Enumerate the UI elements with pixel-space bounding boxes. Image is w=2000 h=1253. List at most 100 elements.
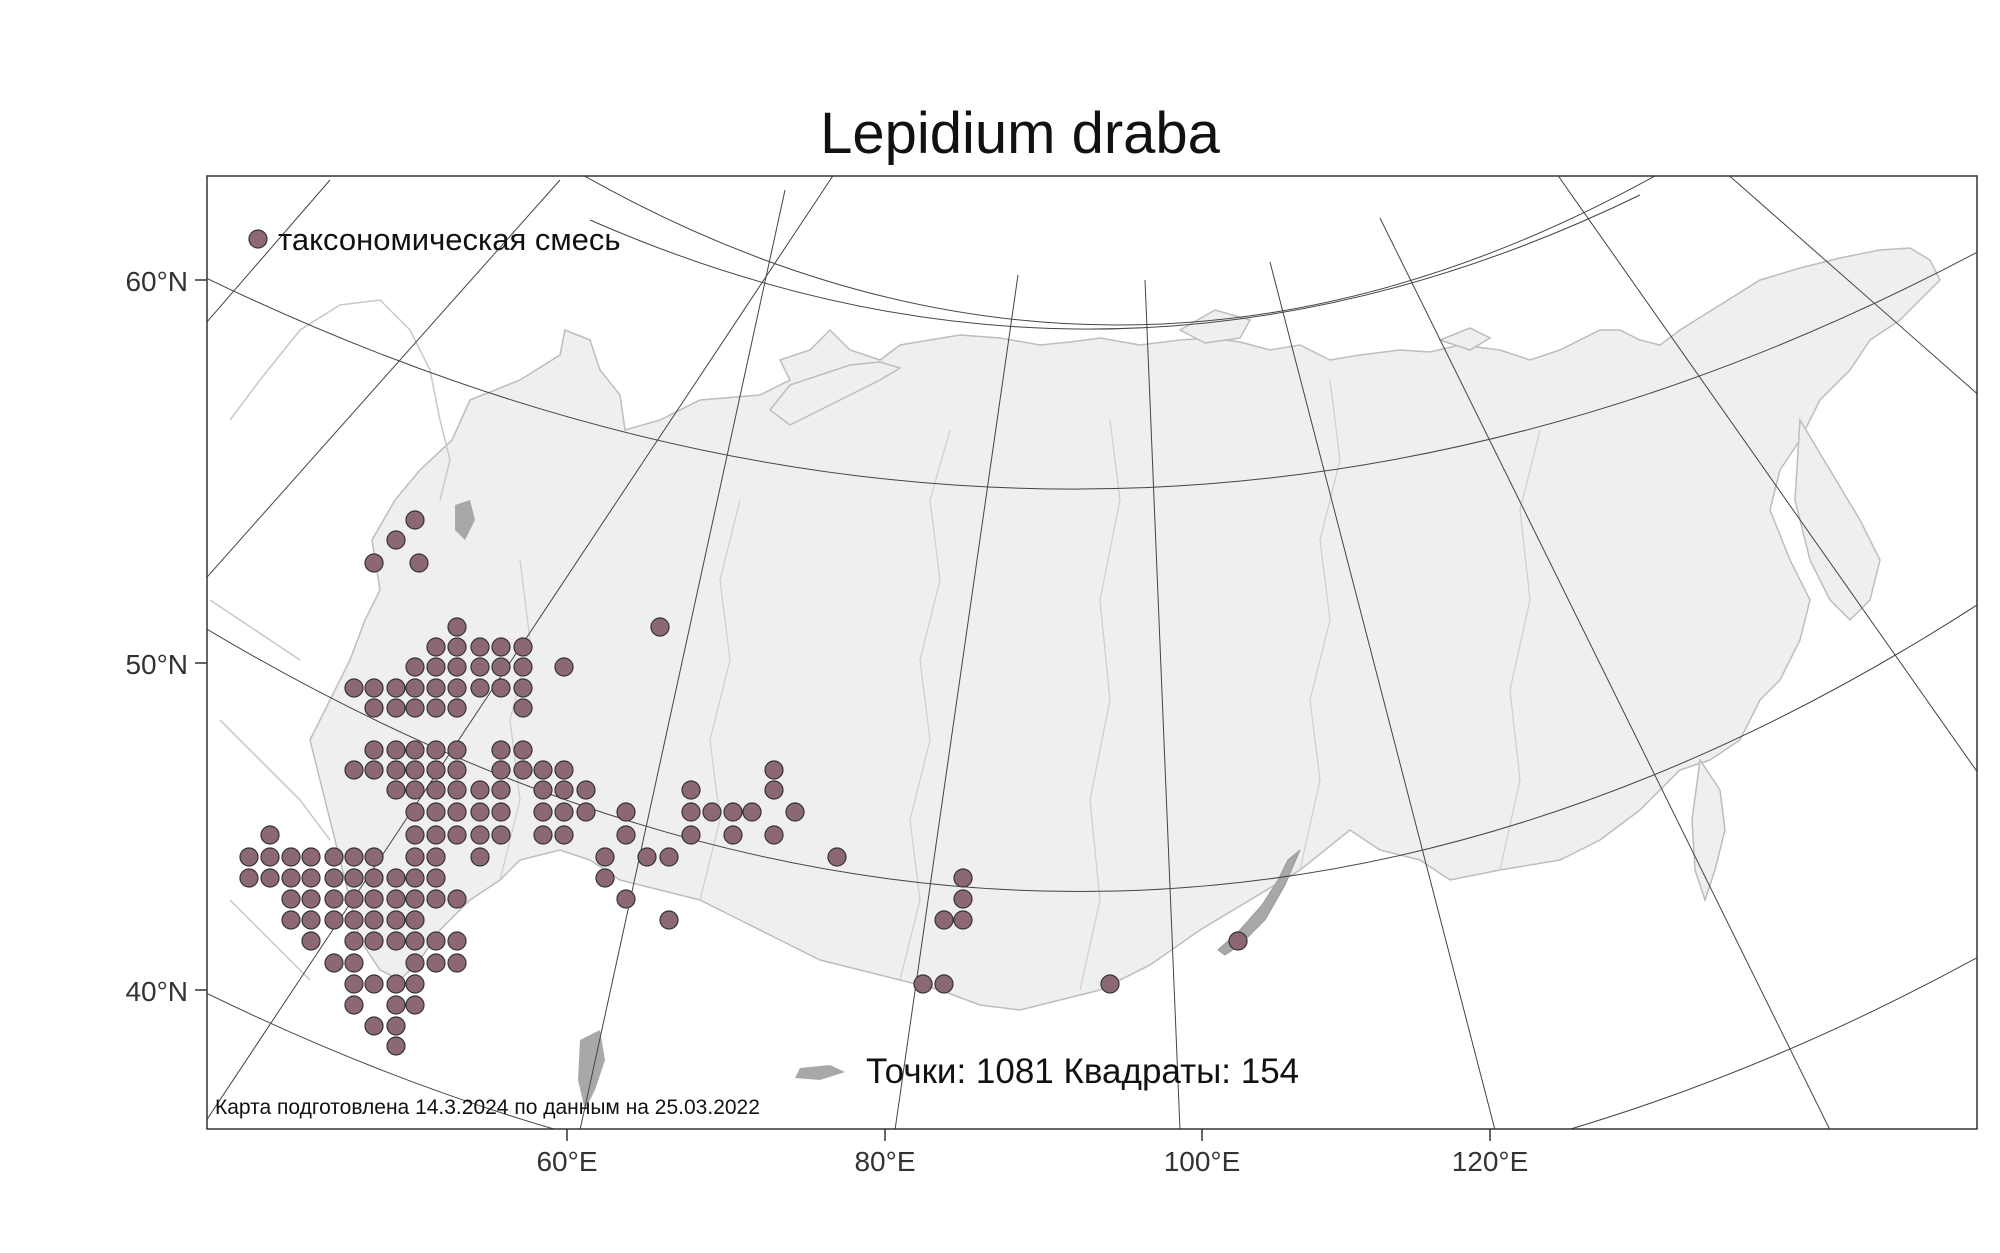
occurrence-marker (364, 868, 384, 888)
occurrence-marker (1228, 931, 1248, 951)
occurrence-marker (344, 910, 364, 930)
occurrence-marker (426, 802, 446, 822)
occurrence-marker (447, 931, 467, 951)
occurrence-marker (386, 995, 406, 1015)
occurrence-marker (616, 825, 636, 845)
occurrence-marker (554, 657, 574, 677)
occurrence-marker (491, 678, 511, 698)
occurrence-marker (470, 678, 490, 698)
occurrence-marker (447, 760, 467, 780)
occurrence-marker (533, 760, 553, 780)
occurrence-marker (426, 847, 446, 867)
legend-marker-icon (248, 229, 268, 249)
occurrence-marker (426, 698, 446, 718)
occurrence-marker (447, 678, 467, 698)
occurrence-marker (554, 780, 574, 800)
occurrence-marker (681, 802, 701, 822)
lon-label-80: 80°E (854, 1146, 915, 1177)
occurrence-marker (953, 868, 973, 888)
occurrence-marker (447, 825, 467, 845)
occurrence-marker (447, 657, 467, 677)
occurrence-marker (405, 931, 425, 951)
occurrence-marker (595, 868, 615, 888)
occurrence-marker (1100, 974, 1120, 994)
occurrence-marker (405, 825, 425, 845)
occurrence-marker (386, 910, 406, 930)
occurrence-marker (426, 760, 446, 780)
occurrence-marker (554, 825, 574, 845)
occurrence-marker (554, 802, 574, 822)
occurrence-marker (386, 1036, 406, 1056)
occurrence-marker (513, 760, 533, 780)
occurrence-marker (426, 889, 446, 909)
occurrence-marker (470, 802, 490, 822)
occurrence-marker (934, 910, 954, 930)
occurrence-marker (386, 974, 406, 994)
occurrence-marker (386, 889, 406, 909)
occurrence-marker (344, 931, 364, 951)
occurrence-marker (281, 868, 301, 888)
occurrence-marker (364, 1016, 384, 1036)
occurrence-marker (470, 825, 490, 845)
occurrence-marker (533, 825, 553, 845)
occurrence-marker (470, 847, 490, 867)
arctic-islands (1178, 309, 1492, 351)
occurrence-marker (405, 740, 425, 760)
occurrence-marker (659, 910, 679, 930)
occurrence-marker (491, 740, 511, 760)
occurrence-marker (491, 825, 511, 845)
occurrence-marker (764, 780, 784, 800)
kamchatka-land (1794, 417, 1881, 622)
occurrence-marker (785, 802, 805, 822)
occurrence-marker (426, 953, 446, 973)
occurrence-marker (426, 678, 446, 698)
occurrence-marker (447, 780, 467, 800)
occurrence-marker (426, 740, 446, 760)
occurrence-marker (764, 760, 784, 780)
occurrence-marker (364, 698, 384, 718)
occurrence-marker (386, 740, 406, 760)
occurrence-marker (260, 847, 280, 867)
occurrence-marker (281, 910, 301, 930)
occurrence-marker (426, 825, 446, 845)
lat-axis: 60°N 50°N 40°N (125, 266, 207, 1007)
lon-label-100: 100°E (1164, 1146, 1241, 1177)
map-title: Lepidium draba (820, 101, 1221, 166)
occurrence-marker (364, 889, 384, 909)
occurrence-marker (447, 698, 467, 718)
occurrence-marker (576, 780, 596, 800)
graticule-parallels (207, 176, 1977, 1129)
occurrence-marker (934, 974, 954, 994)
occurrence-marker (344, 868, 364, 888)
lake-baikal (1217, 849, 1301, 956)
occurrence-marker (953, 910, 973, 930)
occurrence-marker (405, 780, 425, 800)
occurrence-marker (576, 802, 596, 822)
occurrence-marker (324, 889, 344, 909)
occurrence-marker (470, 657, 490, 677)
occurrence-marker (491, 802, 511, 822)
occurrence-marker (386, 931, 406, 951)
occurrence-marker (533, 802, 553, 822)
occurrence-marker (447, 617, 467, 637)
occurrence-marker (513, 657, 533, 677)
occurrence-marker (491, 760, 511, 780)
occurrence-marker (702, 802, 722, 822)
occurrence-marker (426, 637, 446, 657)
occurrence-marker (405, 802, 425, 822)
occurrence-marker (301, 868, 321, 888)
occurrence-marker (405, 847, 425, 867)
russia-land (309, 247, 1941, 1011)
occurrence-marker (344, 889, 364, 909)
occurrence-marker (616, 802, 636, 822)
lon-label-60: 60°E (536, 1146, 597, 1177)
occurrence-marker (405, 889, 425, 909)
lake-ladoga (455, 500, 475, 540)
occurrence-marker (513, 637, 533, 657)
occurrence-marker (301, 889, 321, 909)
occurrence-marker (913, 974, 933, 994)
occurrence-marker (344, 847, 364, 867)
occurrence-marker (513, 740, 533, 760)
occurrence-marker (324, 910, 344, 930)
occurrence-marker (364, 740, 384, 760)
